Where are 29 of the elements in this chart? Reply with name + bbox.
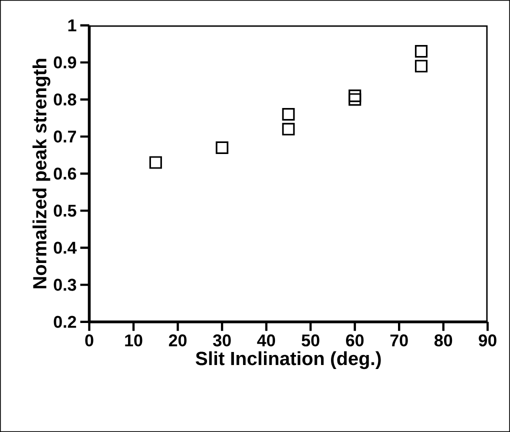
x-tick-label: 60 <box>346 334 364 346</box>
y-tick-label: 0.7 <box>54 130 76 143</box>
y-tick-label: 0.6 <box>54 168 76 180</box>
point <box>149 156 162 169</box>
point <box>216 141 228 154</box>
x-axis-title: Slit Inclination (deg.) <box>196 351 381 370</box>
y-tick-label: 0.5 <box>54 204 76 217</box>
x-tick-label: 10 <box>125 334 142 346</box>
point <box>282 108 295 121</box>
x-tick-label: 20 <box>168 334 187 346</box>
x-tick-label: 40 <box>257 334 276 346</box>
x-tick-label: 70 <box>390 334 408 346</box>
point <box>348 89 362 102</box>
point <box>348 93 362 106</box>
y-tick-label: 0.9 <box>54 56 76 68</box>
point <box>282 122 295 136</box>
x-tick-label: 90 <box>478 334 496 346</box>
x-tick-label: 0 <box>85 334 94 346</box>
y-tick-label: 0.2 <box>54 316 76 328</box>
x-tick-label: 80 <box>434 334 452 346</box>
point <box>414 60 428 72</box>
point <box>414 44 428 58</box>
y-axis-title: Normalized peak strength <box>32 58 50 288</box>
y-tick-label: 0.3 <box>54 278 76 291</box>
y-tick-label: 0.4 <box>54 242 77 254</box>
x-tick-label: 50 <box>302 334 320 346</box>
y-tick-label: 0.8 <box>54 93 76 106</box>
x-tick-label: 30 <box>213 334 231 346</box>
y-tick-label: 1 <box>68 19 76 32</box>
